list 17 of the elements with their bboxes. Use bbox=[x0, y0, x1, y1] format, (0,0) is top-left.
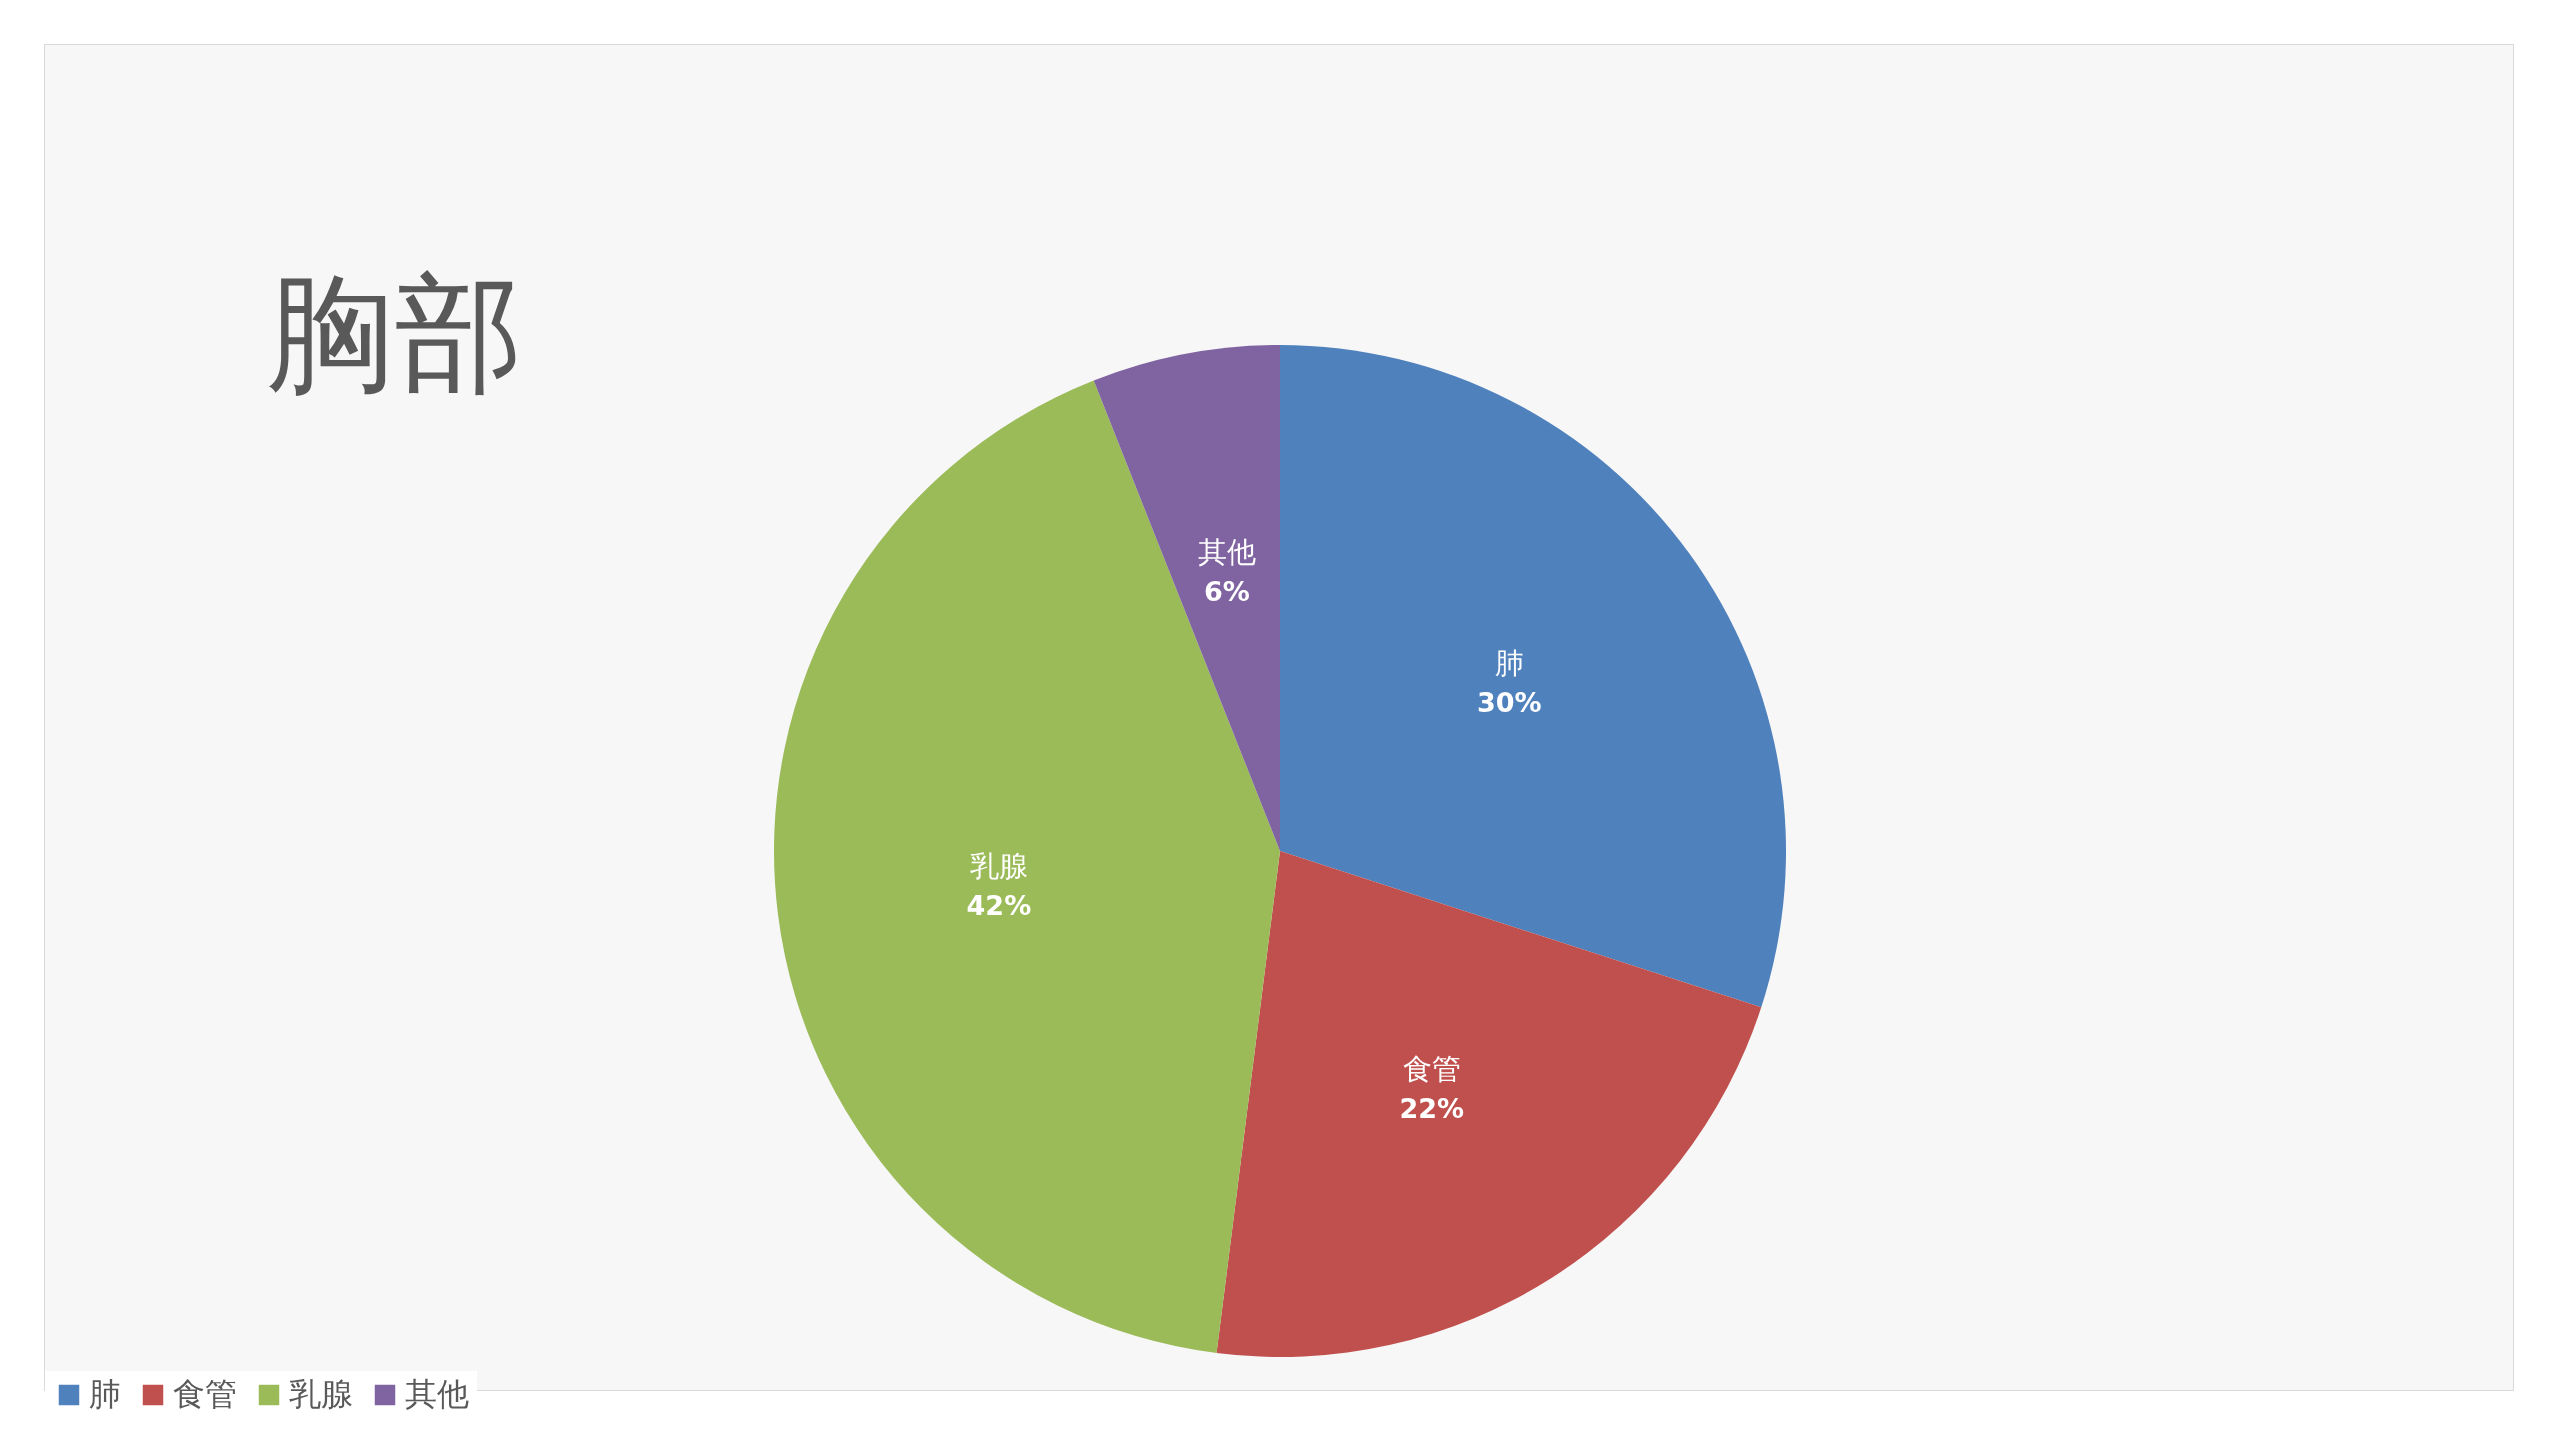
pie-slice bbox=[1216, 851, 1762, 1357]
legend-label: 食管 bbox=[173, 1375, 237, 1413]
legend-label: 其他 bbox=[405, 1375, 469, 1413]
chart-title: 胸部 bbox=[267, 259, 523, 408]
pie-slice bbox=[1280, 345, 1785, 1008]
slice-label: 食管 bbox=[1402, 1052, 1461, 1087]
data-label: 42% bbox=[966, 889, 1032, 921]
data-label: 6% bbox=[1203, 575, 1250, 607]
pie-slice bbox=[1093, 345, 1280, 851]
legend-label: 肺 bbox=[89, 1375, 121, 1413]
data-label: 22% bbox=[1399, 1093, 1465, 1125]
pie-slice bbox=[775, 380, 1280, 1354]
slice-label: 乳腺 bbox=[969, 848, 1028, 883]
data-label: 30% bbox=[1476, 687, 1542, 719]
slice-label: 其他 bbox=[1197, 534, 1256, 569]
legend-label: 乳腺 bbox=[289, 1375, 353, 1413]
slice-label: 肺 bbox=[1494, 646, 1524, 681]
